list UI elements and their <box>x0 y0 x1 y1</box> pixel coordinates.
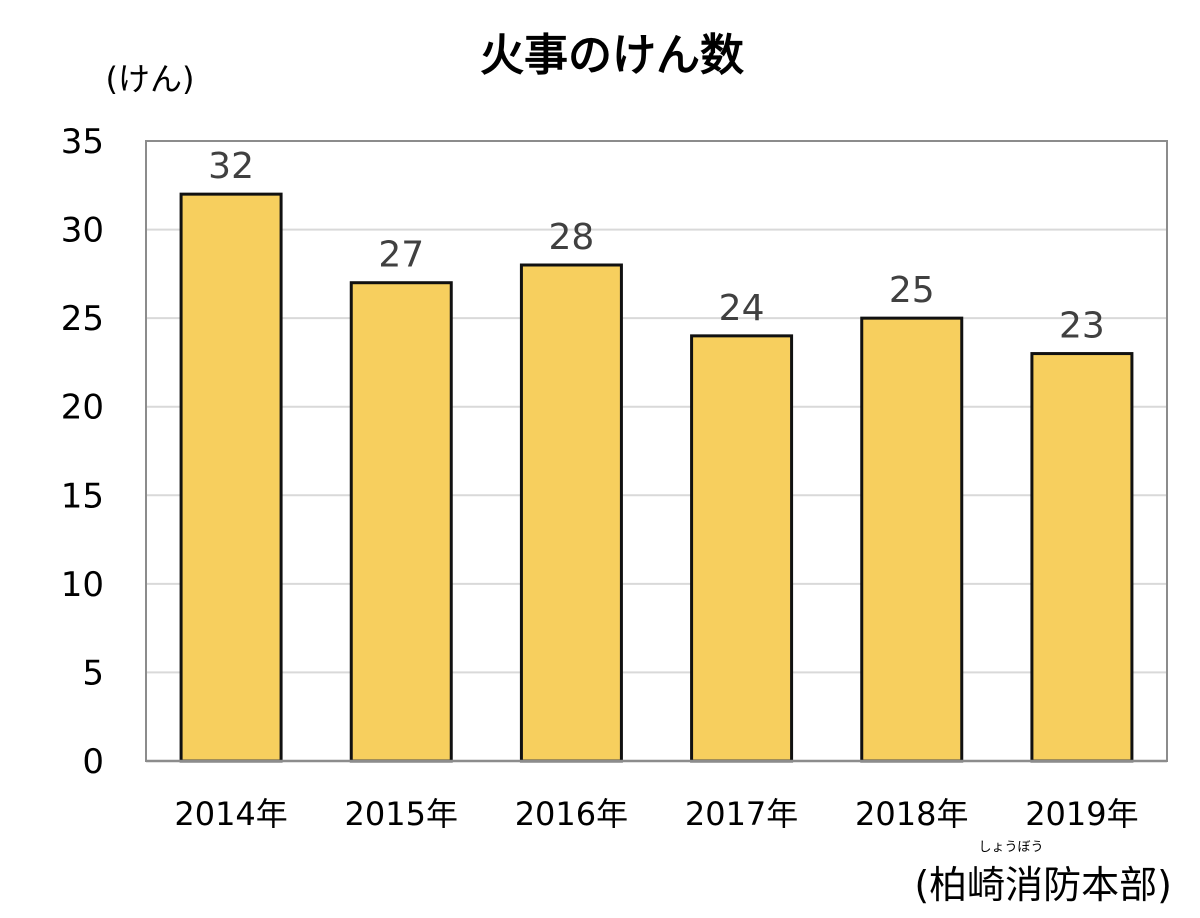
y-tick-label: 30 <box>61 211 104 251</box>
data-label: 32 <box>208 146 254 187</box>
y-tick-label: 15 <box>61 476 104 516</box>
data-label: 25 <box>889 270 935 311</box>
x-tick-label: 2016年 <box>515 795 628 833</box>
data-label: 23 <box>1059 306 1105 347</box>
x-tick-label: 2014年 <box>174 795 287 833</box>
y-tick-label: 0 <box>82 742 104 782</box>
chart-title: 火事のけん数 <box>480 30 744 81</box>
bar <box>519 263 623 763</box>
data-label: 24 <box>719 288 765 329</box>
y-tick-label: 35 <box>61 122 104 162</box>
data-label: 28 <box>549 217 595 258</box>
data-label: 27 <box>378 235 424 276</box>
y-axis-unit-label: (けん) <box>106 60 195 98</box>
x-tick-label: 2015年 <box>345 795 458 833</box>
x-axis-ticks: 2014年 2015年 2016年 2017年 2018年 2019年 <box>174 795 1138 833</box>
x-tick-label: 2018年 <box>855 795 968 833</box>
data-labels: 32 27 28 24 25 23 <box>208 146 1105 346</box>
bar <box>1030 352 1134 763</box>
y-tick-label: 10 <box>61 565 104 605</box>
bar <box>179 192 283 763</box>
y-tick-label: 25 <box>61 299 104 339</box>
bar <box>349 281 453 763</box>
y-axis-ticks: 0 5 10 15 20 25 30 35 <box>61 122 104 782</box>
x-tick-label: 2019年 <box>1025 795 1138 833</box>
x-tick-label: 2017年 <box>685 795 798 833</box>
bar <box>860 316 964 763</box>
y-tick-label: 20 <box>61 388 104 428</box>
y-tick-label: 5 <box>82 653 104 693</box>
bar <box>690 334 794 763</box>
source-ruby-shobo: しょうぼう <box>978 840 1043 855</box>
plot-area-border <box>145 140 1168 762</box>
bars <box>179 192 1134 763</box>
gridlines <box>146 228 1167 674</box>
source-note: (柏崎消防本部) <box>914 863 1172 907</box>
